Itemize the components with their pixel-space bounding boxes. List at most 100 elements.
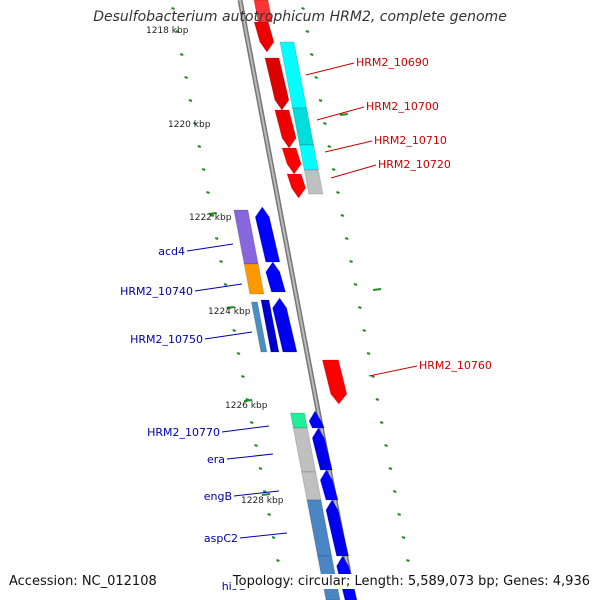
tick-mark — [267, 513, 271, 516]
tick-mark — [366, 352, 371, 355]
tick-marks — [171, 7, 415, 585]
label-leader — [368, 365, 418, 377]
cds-forward — [321, 359, 348, 405]
cog-reverse — [233, 209, 259, 265]
tick-mark — [375, 398, 380, 401]
gene-label-reverse: aspC2 — [204, 532, 238, 545]
kbp-label: 1224 kbp — [208, 307, 251, 317]
cog-reverse — [301, 471, 322, 501]
cds-reverse — [308, 410, 326, 429]
tick-mark — [379, 421, 384, 424]
tick-mark — [184, 76, 188, 79]
tick-mark — [219, 260, 223, 263]
tick-mark — [223, 283, 228, 286]
tick-mark — [258, 467, 263, 470]
cds-reverse — [265, 261, 287, 293]
gene-label-reverse: HRM2_10750 — [130, 333, 203, 346]
tick-mark — [193, 122, 197, 125]
tick-mark — [401, 536, 406, 539]
tick-mark — [339, 113, 348, 116]
tick-mark — [406, 559, 410, 562]
tick-mark — [262, 490, 267, 493]
tick-mark — [276, 559, 280, 562]
label-leader — [194, 283, 243, 292]
tick-mark — [241, 375, 245, 378]
tick-mark — [232, 329, 237, 332]
cds-reverse — [319, 469, 339, 501]
tick-mark — [226, 306, 235, 309]
gene-label-forward: HRM2_10760 — [419, 359, 492, 372]
tick-mark — [206, 191, 210, 194]
tick-mark — [358, 306, 362, 309]
cds-forward — [286, 173, 307, 199]
cds-forward — [274, 109, 297, 149]
gene-label-forward: HRM2_10710 — [374, 134, 447, 147]
kbp-label: 1228 kbp — [241, 496, 284, 506]
cds-reverse — [325, 499, 350, 557]
tick-mark — [340, 214, 345, 217]
gene-label-reverse: HRM2_10740 — [120, 285, 193, 298]
tick-mark — [318, 99, 323, 102]
cds-reverse — [254, 206, 281, 263]
gene-label-reverse: acd4 — [158, 245, 185, 258]
label-leader — [305, 62, 355, 76]
tick-mark — [397, 513, 401, 516]
tick-mark — [392, 490, 397, 493]
label-leader — [226, 453, 274, 460]
label-leader — [204, 331, 253, 340]
cog-forward — [303, 169, 324, 195]
tick-mark — [349, 260, 353, 263]
map-title: Desulfobacterium autotrophicum HRM2, com… — [93, 9, 507, 25]
tick-mark — [309, 53, 314, 56]
label-leader — [221, 425, 270, 433]
label-leader — [330, 164, 377, 179]
tick-mark — [384, 444, 388, 447]
tick-mark — [171, 7, 175, 10]
genome-summary-text: Topology: circular; Length: 5,589,073 bp… — [230, 574, 592, 589]
tick-mark — [323, 122, 327, 125]
tick-mark — [188, 99, 193, 102]
cds-reverse — [311, 427, 333, 471]
tick-mark — [214, 237, 219, 240]
tick-mark — [197, 145, 202, 148]
tick-mark — [371, 375, 375, 378]
tick-mark — [261, 493, 271, 496]
tick-mark — [254, 444, 258, 447]
tick-mark — [208, 212, 217, 215]
cds-forward — [281, 147, 302, 175]
tick-mark — [344, 237, 349, 240]
cog-reverse — [250, 301, 268, 353]
tick-mark — [388, 467, 393, 470]
gene-label-reverse: HRM2_10770 — [147, 426, 220, 439]
cog-forward — [298, 144, 319, 171]
label-leader — [186, 243, 234, 252]
kbp-label: 1220 kbp — [168, 120, 211, 130]
tick-mark — [271, 536, 276, 539]
cds-reverse — [272, 297, 298, 353]
tick-mark — [362, 329, 367, 332]
gene-label-reverse: era — [207, 453, 225, 466]
cds-forward — [264, 57, 290, 111]
gene-label-reverse: engB — [204, 490, 232, 503]
tick-mark — [372, 288, 382, 291]
tick-mark — [331, 168, 336, 171]
tick-mark — [305, 30, 310, 33]
tick-mark — [179, 53, 184, 56]
tick-mark — [301, 7, 305, 10]
label-leader — [233, 490, 280, 497]
tick-mark — [244, 399, 253, 402]
accession-text: Accession: NC_012108 — [7, 574, 159, 589]
tick-mark — [210, 214, 215, 217]
cds-reverse — [260, 299, 280, 353]
gene-label-forward: HRM2_10690 — [356, 56, 429, 69]
gene-label-forward: HRM2_10700 — [366, 100, 439, 113]
cog-reverse — [292, 427, 317, 473]
cog-reverse — [289, 412, 308, 429]
kbp-labels: 1218 kbp 1220 kbp 1222 kbp 1224 kbp 1226 kbp… — [146, 26, 284, 506]
gene-labels: HRM2_10690 HRM2_10700 HRM2_10710 HRM2_10720… — [120, 56, 492, 593]
cog-reverse — [243, 263, 265, 295]
tick-mark — [201, 168, 206, 171]
label-leader — [239, 532, 288, 539]
